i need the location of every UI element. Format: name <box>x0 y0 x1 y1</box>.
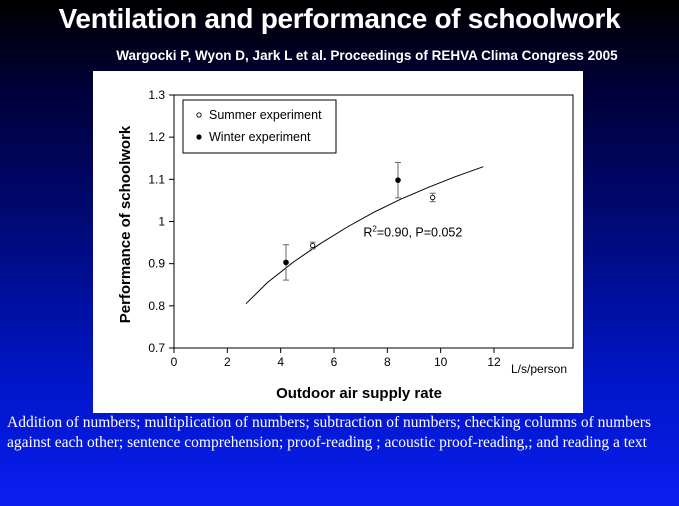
y-tick-label: 1.1 <box>148 172 165 186</box>
x-tick-label: 10 <box>434 355 448 369</box>
x-tick-label: 12 <box>487 355 501 369</box>
legend-marker-summer <box>196 112 202 118</box>
chart-panel: 0.7 0.8 0.9 1 1.1 1.2 1.3 0 2 4 6 8 10 12 Outdoor air … <box>93 71 583 413</box>
x-tick-label: 8 <box>384 355 391 369</box>
chart-svg: 0.7 0.8 0.9 1 1.1 1.2 1.3 0 2 4 6 8 10 12 Outdoor air … <box>117 88 574 402</box>
y-tick-label: 0.7 <box>148 341 165 355</box>
y-tick-label: 1.2 <box>148 130 165 144</box>
y-tick-label: 1 <box>158 215 165 229</box>
legend-label: Winter experiment <box>209 130 311 144</box>
x-tick-label: 4 <box>277 355 284 369</box>
y-axis-title: Performance of schoolwork <box>117 125 134 323</box>
fit-annotation: R2=0.90, P=0.052 <box>363 224 462 239</box>
x-tick-label: 2 <box>224 355 231 369</box>
footer-text: Addition of numbers; multiplication of n… <box>7 414 651 451</box>
slide-subtitle: Wargocki P, Wyon D, Jark L et al. Procee… <box>116 48 618 63</box>
fit-curve <box>245 166 484 305</box>
slide-title: Ventilation and performance of schoolwor… <box>58 3 621 34</box>
annotation-base: R <box>363 225 372 239</box>
winter-point <box>283 259 289 266</box>
annotation-superscript: 2 <box>372 224 377 233</box>
legend-marker-winter <box>196 134 202 140</box>
summer-point <box>310 242 316 249</box>
y-tick-label: 0.8 <box>148 299 165 313</box>
x-axis-title: Outdoor air supply rate <box>276 385 442 402</box>
y-tick-label: 1.3 <box>148 88 165 102</box>
x-axis-unit: L/s/person <box>511 362 567 376</box>
legend-label: Summer experiment <box>209 108 322 122</box>
x-tick-label: 6 <box>331 355 338 369</box>
y-tick-label: 0.9 <box>148 257 165 271</box>
legend-box <box>182 99 337 154</box>
summer-point <box>430 194 436 201</box>
winter-point <box>395 177 401 183</box>
annotation-rest: =0.90, P=0.052 <box>377 225 463 239</box>
x-tick-label: 0 <box>171 355 178 369</box>
